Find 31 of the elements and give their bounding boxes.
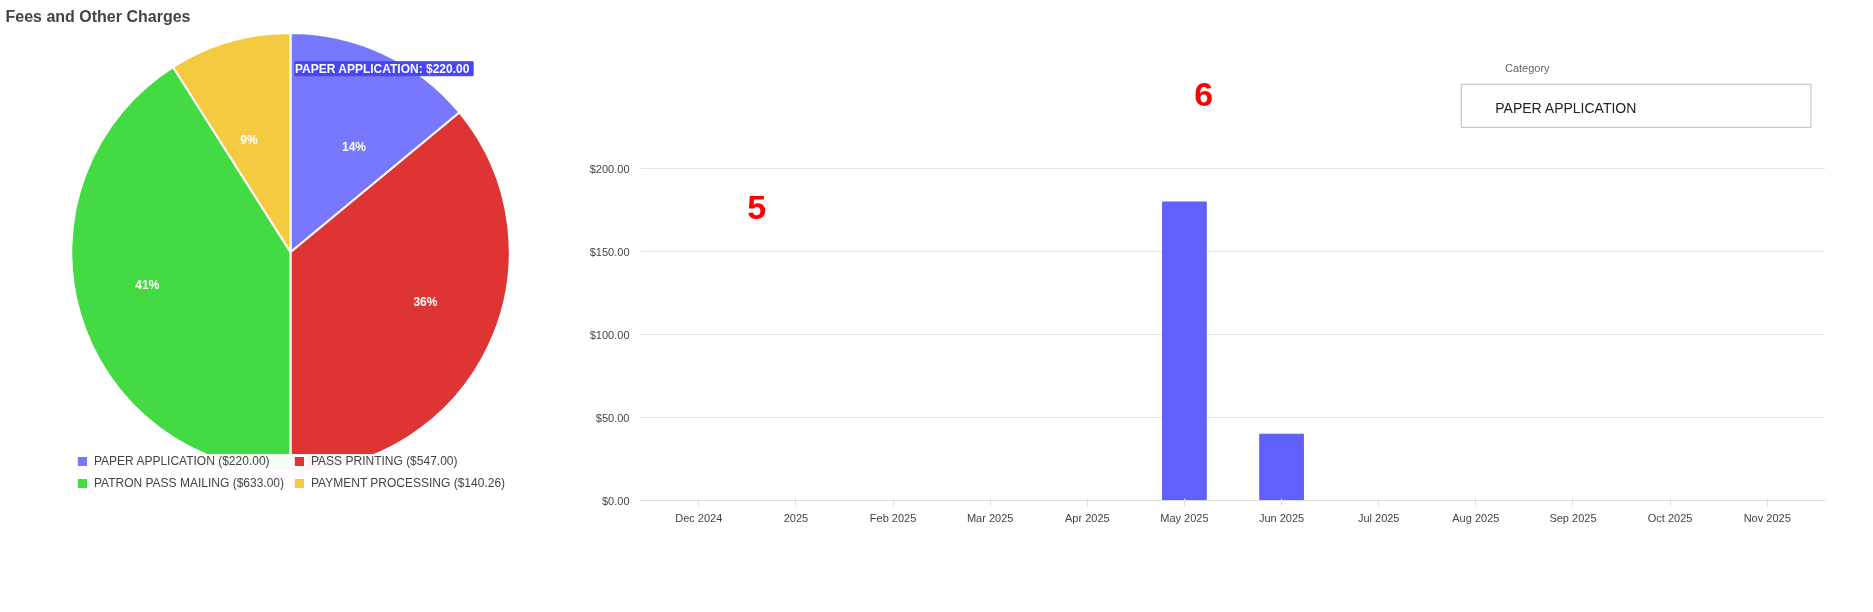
data-label: 9% bbox=[240, 133, 258, 148]
x-tick-label: Jun 2025 bbox=[1258, 511, 1305, 524]
x-tick-label: Nov 2025 bbox=[1743, 511, 1791, 524]
x-tick-label: Aug 2025 bbox=[1452, 511, 1500, 524]
y-tick-label: $50.00 bbox=[595, 411, 630, 424]
data-label: 14% bbox=[341, 139, 367, 154]
text: 6 bbox=[1194, 74, 1214, 113]
chart-title: Fees and Other Charges bbox=[5, 7, 191, 25]
text: Category bbox=[1504, 62, 1551, 75]
legend-label: PATRON PASS MAILING ($633.00) bbox=[93, 476, 284, 490]
y-tick-label: $100.00 bbox=[589, 328, 630, 341]
data-label: 36% bbox=[413, 294, 438, 309]
x-tick-label: Mar 2025 bbox=[966, 511, 1014, 524]
annotation: 5 bbox=[747, 187, 767, 226]
x-tick-label: May 2025 bbox=[1160, 511, 1209, 524]
data-label: 41% bbox=[135, 277, 160, 292]
legend-label: PASS PRINTING ($547.00) bbox=[311, 454, 458, 468]
x-tick-label: Oct 2025 bbox=[1647, 511, 1693, 524]
x-tick-label: 2025 bbox=[783, 511, 809, 524]
x-tick-label: Jul 2025 bbox=[1357, 511, 1400, 524]
y-tick-label: $0.00 bbox=[601, 494, 630, 507]
legend-label: PAPER APPLICATION ($220.00) bbox=[93, 454, 270, 468]
text: PAPER APPLICATION: $220.00 bbox=[294, 61, 470, 76]
x-tick-label: Sep 2025 bbox=[1549, 511, 1597, 524]
x-tick-label: Feb 2025 bbox=[869, 511, 917, 524]
x-tick-label: Apr 2025 bbox=[1064, 511, 1110, 524]
y-tick-label: $150.00 bbox=[589, 245, 630, 258]
x-tick-label: Dec 2024 bbox=[675, 511, 723, 524]
legend-label: PAYMENT PROCESSING ($140.26) bbox=[311, 476, 506, 490]
y-tick-label: $200.00 bbox=[589, 162, 630, 175]
text: PAPER APPLICATION bbox=[1495, 99, 1637, 116]
